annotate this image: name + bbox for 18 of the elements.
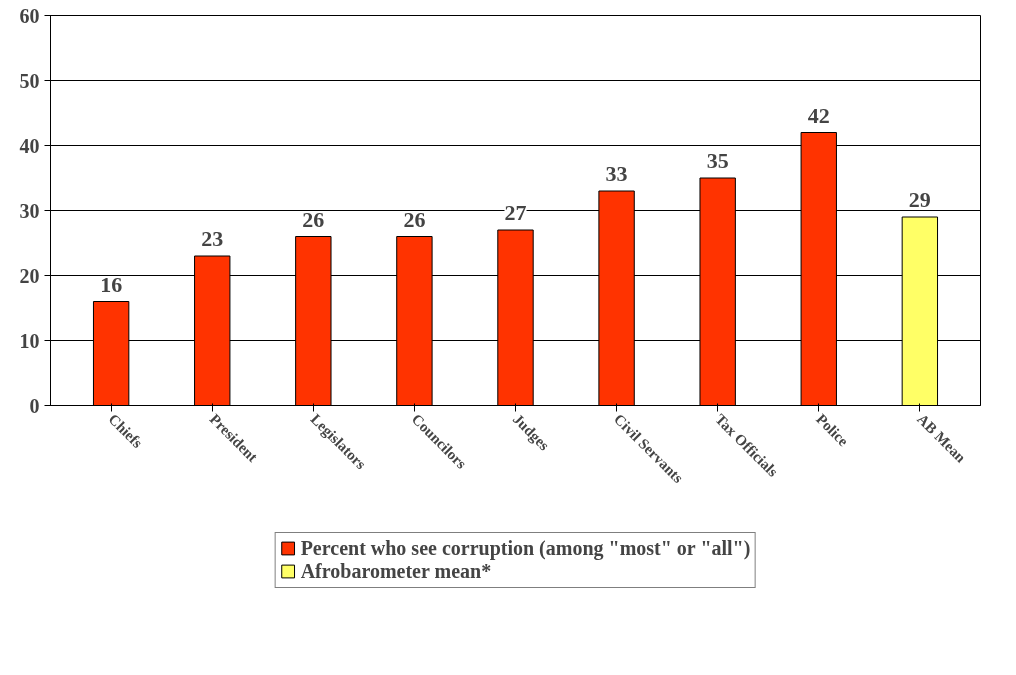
data-label: 26 [302, 206, 325, 232]
data-label: 33 [605, 161, 628, 186]
y-tick-label: 40 [19, 134, 40, 157]
data-label: 26 [403, 206, 426, 232]
data-label: 35 [706, 148, 729, 173]
data-label: 42 [807, 102, 830, 128]
legend-label: Afrobarometer mean* [300, 559, 492, 583]
y-tick-label: 20 [19, 264, 40, 287]
data-label: 23 [201, 226, 224, 251]
y-tick-label: 30 [19, 199, 40, 222]
y-tick-label: 10 [19, 329, 40, 352]
data-label: 16 [100, 271, 123, 297]
legend-label: Percent who see corruption (among "most" or "all") [300, 536, 751, 560]
data-label: 27 [504, 200, 527, 225]
data-label: 29 [908, 187, 931, 212]
y-tick-label: 60 [19, 4, 40, 27]
y-tick-label: 0 [29, 394, 40, 417]
y-tick-label: 50 [19, 69, 40, 92]
